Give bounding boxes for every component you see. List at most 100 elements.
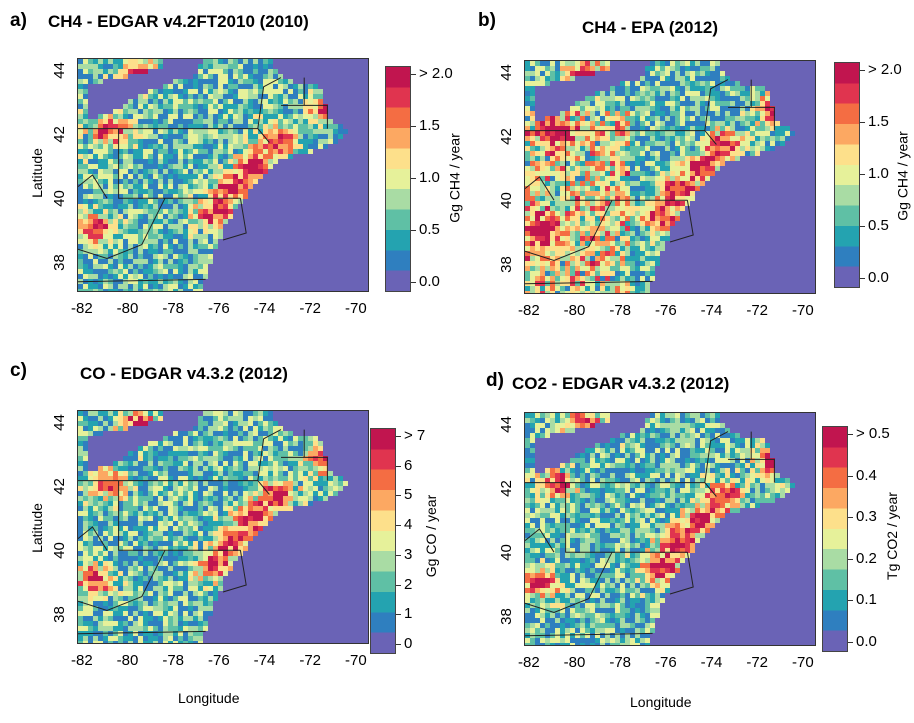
x-tick-label: -70 [345,652,367,669]
y-tick-label: 44 [497,416,515,433]
state-border [525,176,555,201]
colorbar-tick-mark [396,436,401,437]
state-border [222,550,247,593]
colorbar-tick-label: 3 [404,545,413,563]
x-tick-label: -82 [518,302,540,319]
colorbar-tick-mark [396,584,401,586]
colorbar-tick-label: 1.0 [419,169,440,186]
x-tick-label: -82 [518,654,540,671]
y-tick-label: 38 [50,254,68,271]
colorbar-tick-label: 0.5 [868,217,889,234]
y-tick-label: 42 [50,126,68,143]
panel-title: CO - EDGAR v4.3.2 (2012) [80,364,288,383]
colorbar-tick-mark [411,230,416,231]
emission-map [77,58,369,292]
colorbar-tick-mark [860,122,865,123]
y-tick-label: 42 [497,480,515,497]
x-tick-label: -76 [208,652,230,669]
x-tick-label: -76 [655,654,677,671]
x-tick-label: -76 [208,300,230,317]
x-tick-label: -74 [700,654,723,671]
state-border [704,79,729,131]
y-tick-label: 40 [50,190,68,207]
x-tick-label: -74 [700,302,723,319]
colorbar-tick-mark [860,174,865,175]
colorbar-tick-mark [860,278,865,279]
colorbar-tick-mark [396,495,401,497]
colorbar-tick-label: 1.5 [868,113,889,130]
state-border [78,174,108,199]
colorbar-tick-label: 5 [404,486,413,504]
panel-label: d) [486,370,504,391]
colorbar-tick-mark [411,178,416,179]
colorbar-tick-label: 0.0 [419,273,440,290]
colorbar-tick-mark [396,614,401,616]
state-border [525,528,555,553]
state-border [222,198,247,241]
emission-grid [78,411,348,643]
state-border [78,630,206,635]
y-tick-label: 38 [497,608,515,625]
x-tick-label: -78 [609,302,632,319]
emission-map [77,410,369,644]
colorbar-unit: Gg CO / year [423,494,440,578]
colorbar-tick-label: 0.0 [868,269,889,286]
y-tick-label: 44 [50,414,68,431]
colorbar-tick-mark [396,644,401,645]
colorbar-tick-mark [411,126,416,127]
colorbar-tick-label: 0.5 [419,221,440,238]
state-border [525,199,613,262]
colorbar-tick-label: 4 [404,516,413,534]
colorbar-tick-mark [396,525,401,527]
x-tick-label: -72 [299,652,322,669]
x-tick-label: -70 [792,302,814,319]
colorbar-tick-label: 0.2 [856,549,877,567]
colorbar-tick-label: 1 [404,605,413,623]
state-border [257,77,282,129]
colorbar-tick-mark [396,554,401,556]
colorbar-tick-mark [411,74,416,75]
emission-grid [78,59,348,291]
x-tick-label: -78 [609,654,632,671]
state-border [118,128,241,199]
colorbar-tick-mark [848,434,853,435]
state-border [78,549,166,612]
colorbar-tick-label: > 7 [404,427,426,444]
state-border [728,106,775,131]
x-tick-label: -70 [345,300,367,317]
state-border [669,200,694,243]
state-border [669,552,694,595]
state-border [525,482,717,497]
state-border [78,278,206,283]
panel-title: CH4 - EDGAR v4.2FT2010 (2010) [48,12,309,31]
x-tick-label: -80 [563,302,586,319]
x-axis-label: Longitude [630,694,692,710]
colorbar [385,66,411,292]
state-border [281,456,328,481]
state-border [257,429,282,481]
x-tick-label: -70 [792,654,814,671]
colorbar-tick-label: 6 [404,456,413,474]
colorbar-tick-mark [860,70,865,71]
panel-label: c) [10,360,27,381]
y-tick-label: 38 [50,606,68,623]
colorbar-tick-mark [860,226,865,227]
y-axis-label: Latitude [28,503,45,553]
x-tick-label: -76 [655,302,677,319]
state-border [728,458,775,483]
state-border [281,104,328,129]
x-tick-label: -80 [563,654,586,671]
x-tick-label: -72 [299,300,322,317]
x-tick-label: -72 [746,302,769,319]
colorbar-tick-label: 0.4 [856,466,877,484]
colorbar-tick-mark [848,600,853,602]
state-border [704,431,729,483]
y-tick-label: 40 [50,542,68,559]
colorbar-tick-label: 0.1 [856,591,877,609]
emission-map [524,60,816,294]
colorbar-tick-mark [848,475,853,477]
state-border [525,130,717,145]
y-tick-label: 40 [497,544,515,561]
colorbar-unit: Gg CH4 / year [446,133,463,223]
state-border [565,482,688,553]
